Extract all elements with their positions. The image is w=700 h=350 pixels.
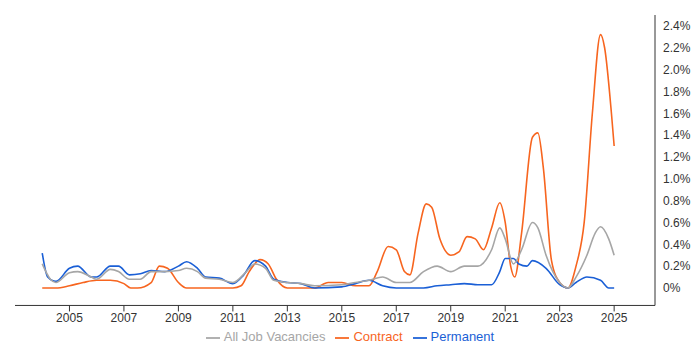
svg-text:1.4%: 1.4% (663, 128, 691, 142)
svg-text:2007: 2007 (111, 311, 138, 325)
html-text:Contract: Contract (353, 329, 403, 345)
svg-text:0.8%: 0.8% (663, 194, 691, 208)
svg-text:2013: 2013 (274, 311, 301, 325)
svg-text:2017: 2017 (383, 311, 410, 325)
svg-text:0.4%: 0.4% (663, 238, 691, 252)
svg-text:1.2%: 1.2% (663, 150, 691, 164)
svg-text:2025: 2025 (601, 311, 628, 325)
svg-text:1.6%: 1.6% (663, 107, 691, 121)
svg-text:2019: 2019 (437, 311, 464, 325)
svg-text:2011: 2011 (220, 311, 246, 325)
html-text:Permanent: Permanent (430, 329, 495, 345)
svg-text:1.0%: 1.0% (663, 172, 691, 186)
svg-text:0.2%: 0.2% (663, 259, 691, 273)
svg-text:2023: 2023 (546, 311, 573, 325)
svg-text:2.4%: 2.4% (663, 19, 691, 33)
svg-text:2021: 2021 (492, 311, 519, 325)
svg-text:2009: 2009 (165, 311, 192, 325)
html-text:All Job Vacancies: All Job Vacancies (223, 329, 326, 345)
svg-text:2005: 2005 (56, 311, 83, 325)
svg-text:2.0%: 2.0% (663, 63, 691, 77)
svg-text:0%: 0% (663, 281, 681, 295)
svg-text:1.8%: 1.8% (663, 85, 691, 99)
svg-text:2.2%: 2.2% (663, 41, 691, 55)
svg-text:0.6%: 0.6% (663, 216, 691, 230)
svg-text:2015: 2015 (328, 311, 355, 325)
